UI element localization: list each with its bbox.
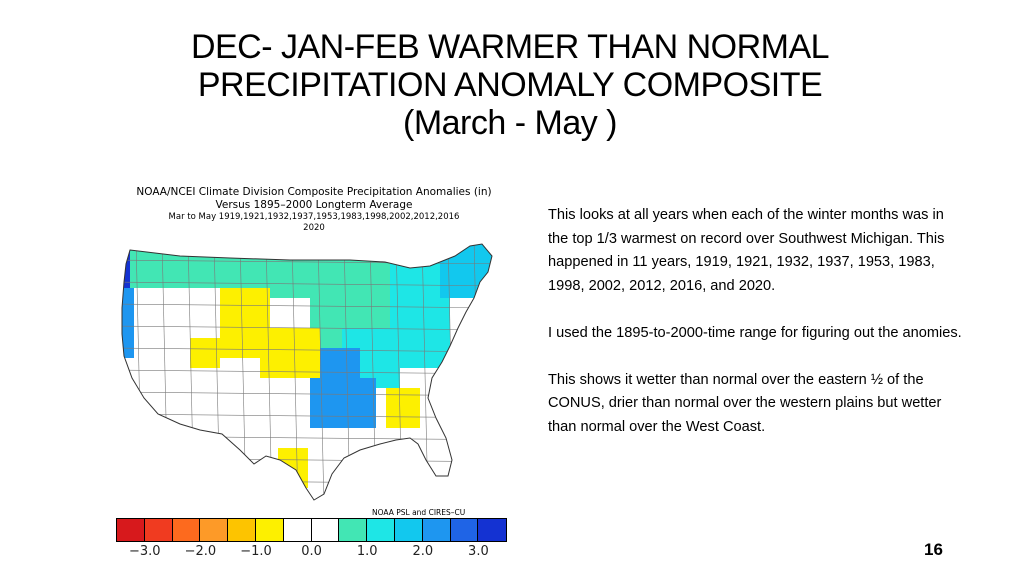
page-number: 16: [924, 540, 943, 559]
region-lower-mississippi: [346, 378, 376, 428]
color-scale-swatch: [339, 519, 368, 541]
color-scale-swatch: [311, 519, 340, 541]
color-scale-swatch: [450, 519, 479, 541]
title-line-2: PRECIPITATION ANOMALY COMPOSITE: [197, 66, 823, 104]
color-scale-swatch: [422, 519, 451, 541]
description-paragraph-1: This looks at all years when each of the…: [548, 207, 945, 294]
color-scale-ticks: −3.0 −2.0 −1.0 0.0 1.0 2.0 3.0: [110, 544, 520, 560]
tick-label: 0.0: [301, 544, 322, 559]
division-border: [110, 502, 518, 506]
tick-label: 1.0: [356, 544, 378, 559]
description-paragraph-3: This shows it wetter than normal over th…: [548, 371, 942, 435]
color-scale-swatch: [172, 519, 201, 541]
region-georgia: [386, 388, 420, 428]
region-texas-panhandle: [190, 338, 220, 368]
division-border: [500, 238, 506, 508]
color-scale-swatch: [255, 519, 284, 541]
us-climate-division-map: [110, 238, 518, 508]
division-border: [110, 238, 518, 242]
color-scale-swatch: [394, 519, 423, 541]
division-border: [317, 244, 325, 500]
region-west-coast-central: [122, 268, 134, 358]
division-border: [122, 325, 492, 331]
color-scale-swatch: [144, 519, 173, 541]
division-border: [110, 238, 116, 508]
color-scale-swatch: [228, 519, 256, 541]
tick-label: 2.0: [412, 544, 434, 559]
tick-label: −2.0: [184, 544, 217, 559]
tick-label: 3.0: [468, 544, 489, 559]
description-text: This looks at all years when each of the…: [548, 204, 968, 463]
color-scale-swatch: [478, 519, 507, 541]
map-header-line-1: NOAA/NCEI Climate Division Composite Pre…: [136, 186, 492, 198]
map-header-line-2: Versus 1895–2000 Longterm Average: [215, 199, 413, 211]
color-scale-swatch: [117, 519, 145, 541]
title-line-1: DEC- JAN-FEB WARMER THAN NORMAL: [190, 28, 830, 66]
division-border: [122, 303, 492, 309]
map-credit: NOAA PSL and CIRES–CU: [372, 508, 466, 517]
region-southern-plains: [260, 328, 320, 378]
map-header-line-3: Mar to May 1919,1921,1932,1937,1953,1983…: [168, 212, 460, 222]
division-border: [122, 281, 492, 287]
region-west-coast-north: [122, 248, 132, 288]
tick-label: −3.0: [129, 544, 161, 559]
color-scale-swatch: [200, 519, 229, 541]
us-outline: [121, 243, 493, 501]
division-border: [122, 259, 492, 265]
precipitation-anomaly-map: NOAA/NCEI Climate Division Composite Pre…: [110, 186, 518, 566]
color-scale-swatch: [283, 519, 312, 541]
title-line-3: (March - May ): [403, 104, 618, 142]
map-header: NOAA/NCEI Climate Division Composite Pre…: [110, 186, 518, 234]
description-paragraph-2: I used the 1895-to-2000-time range for f…: [548, 324, 962, 341]
division-border: [291, 244, 299, 500]
color-scale-swatch: [367, 519, 395, 541]
tick-label: −1.0: [240, 544, 272, 559]
color-scale-bar: [116, 518, 508, 542]
slide-title: DEC- JAN-FEB WARMER THAN NORMAL PRECIPIT…: [140, 28, 880, 142]
map-header-line-4: 2020: [303, 223, 325, 233]
